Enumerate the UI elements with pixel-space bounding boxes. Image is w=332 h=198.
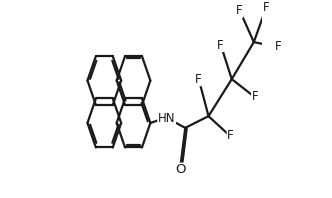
- Text: F: F: [227, 129, 234, 142]
- Text: F: F: [217, 38, 223, 51]
- Text: HN: HN: [158, 112, 175, 125]
- Text: F: F: [252, 90, 258, 103]
- Text: F: F: [275, 40, 282, 53]
- Text: F: F: [263, 1, 270, 14]
- Text: F: F: [236, 4, 243, 17]
- Text: F: F: [195, 73, 201, 86]
- Text: O: O: [175, 163, 186, 176]
